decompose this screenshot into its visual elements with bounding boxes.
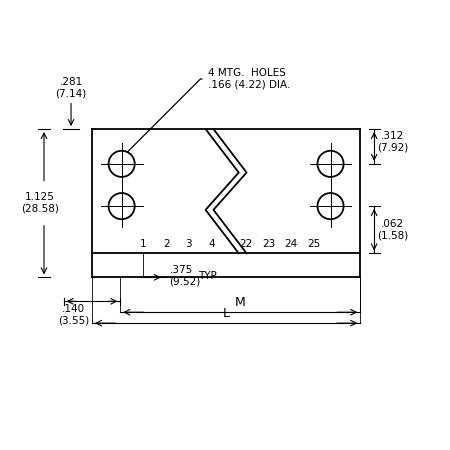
Text: 25: 25	[307, 239, 320, 249]
Text: 2: 2	[163, 239, 170, 249]
Text: M: M	[235, 296, 246, 309]
Text: 23: 23	[262, 239, 275, 249]
Text: .312
(7.92): .312 (7.92)	[377, 131, 409, 153]
Text: 22: 22	[239, 239, 252, 249]
Text: 24: 24	[284, 239, 298, 249]
Text: 4 MTG.  HOLES
.166 (4.22) DIA.: 4 MTG. HOLES .166 (4.22) DIA.	[128, 68, 290, 152]
Text: TYP: TYP	[198, 270, 217, 281]
Text: 1: 1	[140, 239, 147, 249]
Text: L: L	[223, 306, 230, 320]
Text: .062
(1.58): .062 (1.58)	[377, 219, 409, 241]
Text: 4: 4	[208, 239, 215, 249]
Text: .281
(7.14): .281 (7.14)	[55, 77, 87, 99]
Text: .375
(9.52): .375 (9.52)	[170, 265, 201, 286]
Text: .140
(3.55): .140 (3.55)	[58, 303, 89, 325]
Text: 3: 3	[185, 239, 192, 249]
Text: 1.125
(28.58): 1.125 (28.58)	[21, 193, 58, 214]
